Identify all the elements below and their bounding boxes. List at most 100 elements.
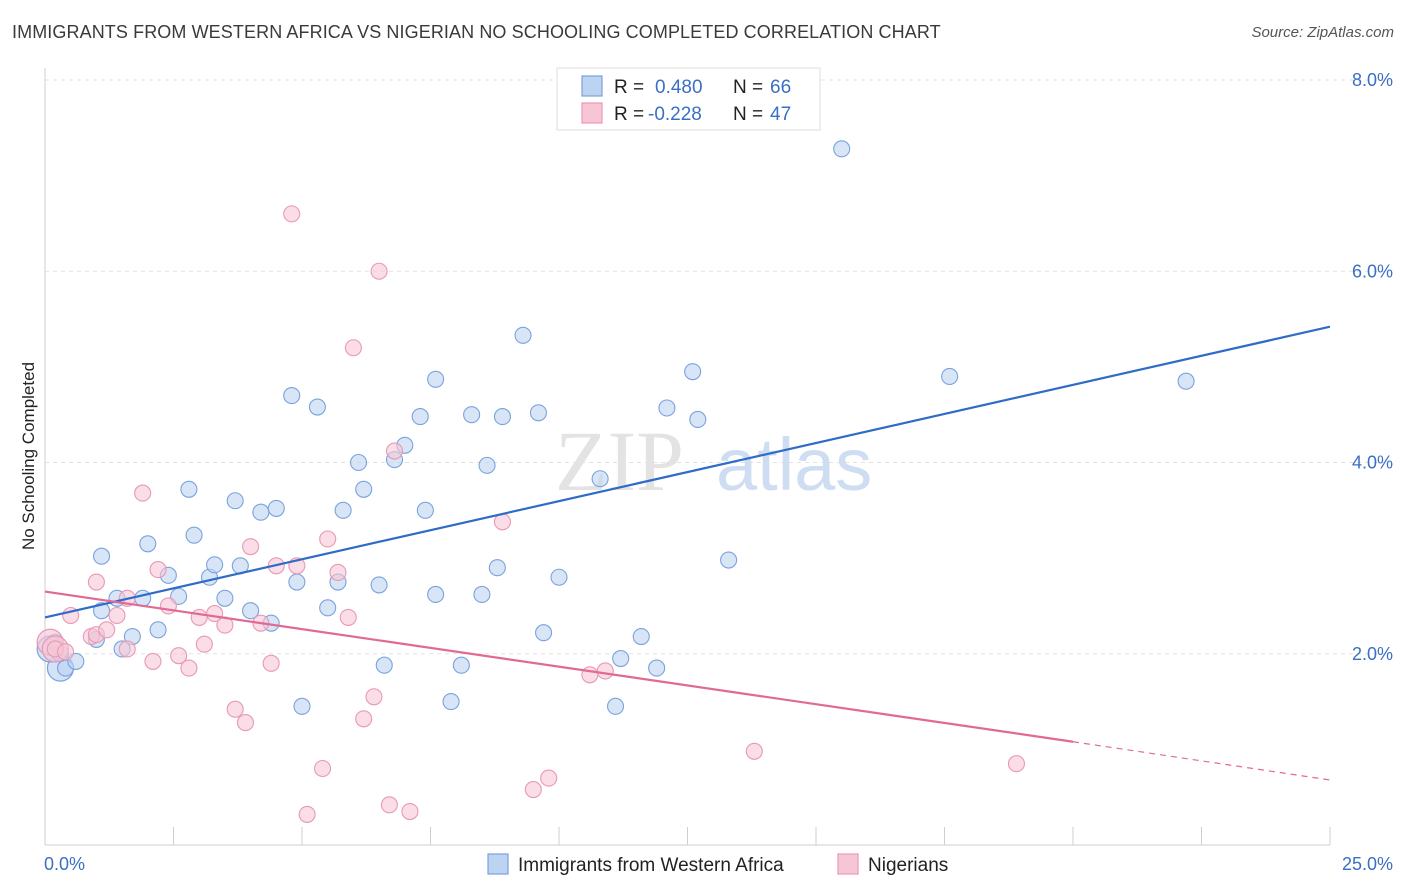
blue-point-14 bbox=[180, 480, 198, 498]
y-axis-title: No Schooling Completed bbox=[19, 362, 38, 550]
blue-point-9 bbox=[134, 589, 152, 607]
pink-point-16 bbox=[190, 608, 208, 626]
pink-point-35 bbox=[365, 688, 383, 706]
pink-point-32 bbox=[339, 608, 357, 626]
series-legend-label-pink: Nigerians bbox=[868, 855, 948, 876]
pink-point-17 bbox=[195, 635, 213, 653]
blue-point-27 bbox=[293, 697, 311, 715]
y-tick-labels: 2.0% 4.0% 6.0% 8.0% bbox=[1352, 70, 1393, 664]
y-tick-label-0: 2.0% bbox=[1352, 644, 1393, 664]
pink-point-14 bbox=[170, 647, 188, 665]
series-legend: Immigrants from Western Africa Nigerians bbox=[487, 853, 948, 876]
legend-r-value-pink: -0.228 bbox=[648, 104, 702, 125]
x-tick-label-max: 25.0% bbox=[1342, 854, 1393, 874]
grid-lines bbox=[45, 79, 1390, 655]
blue-point-62 bbox=[833, 140, 851, 158]
pink-point-28 bbox=[298, 805, 316, 823]
pink-point-7 bbox=[108, 606, 126, 625]
x-tick-label-min: 0.0% bbox=[44, 854, 85, 874]
blue-point-31 bbox=[334, 501, 352, 519]
chart-title: IMMIGRANTS FROM WESTERN AFRICA VS NIGERI… bbox=[12, 22, 941, 42]
blue-point-35 bbox=[375, 656, 393, 674]
blue-point-50 bbox=[529, 404, 547, 422]
blue-point-44 bbox=[463, 406, 481, 424]
pink-point-34 bbox=[355, 710, 373, 728]
pink-point-39 bbox=[401, 802, 419, 821]
pink-point-41 bbox=[524, 780, 542, 799]
blue-point-11 bbox=[149, 621, 167, 639]
blue-point-46 bbox=[478, 456, 496, 474]
series-legend-swatch-pink bbox=[837, 853, 859, 875]
legend-swatch-blue bbox=[581, 75, 603, 97]
series-legend-label-blue: Immigrants from Western Africa bbox=[518, 855, 784, 876]
blue-point-48 bbox=[493, 408, 512, 426]
blue-point-43 bbox=[452, 656, 470, 674]
blue-point-4 bbox=[92, 602, 111, 620]
legend-n-value-pink: 47 bbox=[770, 104, 791, 125]
pink-point-22 bbox=[242, 538, 260, 556]
blue-point-10 bbox=[139, 535, 157, 553]
pink-point-36 bbox=[370, 262, 388, 280]
trend-lines bbox=[44, 325, 1331, 781]
legend-r-label-blue: R = bbox=[614, 77, 644, 98]
blue-point-21 bbox=[242, 602, 260, 620]
pink-point-15 bbox=[180, 659, 198, 677]
blue-point-28 bbox=[308, 398, 326, 416]
blue-point-18 bbox=[216, 589, 234, 607]
blue-point-42 bbox=[442, 693, 460, 711]
legend-n-value-blue: 66 bbox=[770, 77, 791, 98]
trend-line-blue bbox=[44, 325, 1331, 619]
legend-n-label-blue: N = bbox=[733, 77, 763, 98]
watermark: ZIP atlas bbox=[555, 413, 872, 509]
blue-point-51 bbox=[535, 624, 553, 642]
legend-r-value-blue: 0.480 bbox=[655, 77, 703, 98]
blue-point-59 bbox=[684, 363, 702, 381]
blue-point-19 bbox=[226, 492, 244, 510]
blue-point-34 bbox=[370, 576, 388, 594]
pink-point-11 bbox=[144, 652, 162, 670]
pink-point-6 bbox=[98, 621, 116, 639]
legend-n-label-pink: N = bbox=[733, 104, 763, 125]
pink-point-26 bbox=[283, 205, 301, 223]
pink-point-38 bbox=[385, 442, 404, 460]
blue-point-32 bbox=[349, 453, 368, 472]
blue-point-33 bbox=[355, 480, 373, 498]
watermark-zip: ZIP bbox=[555, 413, 684, 509]
blue-point-58 bbox=[658, 399, 676, 417]
pink-point-1 bbox=[57, 643, 75, 661]
trend-line-pink bbox=[44, 590, 1074, 743]
pink-point-37 bbox=[380, 796, 398, 814]
blue-point-24 bbox=[267, 499, 285, 517]
blue-point-54 bbox=[606, 697, 625, 715]
blue-point-63 bbox=[941, 367, 959, 385]
blue-point-39 bbox=[416, 501, 434, 519]
pink-point-10 bbox=[134, 484, 152, 502]
blue-point-29 bbox=[319, 599, 337, 617]
pink-point-21 bbox=[236, 714, 255, 732]
y-tick-label-1: 4.0% bbox=[1352, 453, 1393, 473]
blue-point-64 bbox=[1177, 372, 1195, 390]
y-tick-label-2: 6.0% bbox=[1352, 261, 1393, 281]
series-legend-swatch-blue bbox=[487, 853, 509, 875]
pink-point-43 bbox=[581, 666, 599, 684]
pink-point-29 bbox=[314, 759, 332, 778]
legend-swatch-pink bbox=[581, 102, 603, 124]
pink-point-44 bbox=[596, 662, 614, 680]
blue-point-61 bbox=[720, 551, 738, 569]
blue-point-5 bbox=[92, 547, 111, 565]
pink-point-20 bbox=[226, 700, 244, 718]
pink-point-42 bbox=[540, 769, 558, 787]
data-points bbox=[36, 140, 1195, 823]
blue-point-41 bbox=[427, 585, 445, 604]
pink-point-45 bbox=[745, 742, 763, 760]
blue-point-53 bbox=[591, 470, 609, 488]
pink-point-33 bbox=[344, 339, 362, 357]
pink-point-24 bbox=[262, 654, 280, 672]
blue-point-57 bbox=[648, 659, 666, 677]
trend-line-pink-extension bbox=[1072, 741, 1331, 781]
blue-point-17 bbox=[206, 556, 224, 574]
blue-point-40 bbox=[427, 370, 445, 388]
blue-point-47 bbox=[488, 559, 506, 577]
blue-point-26 bbox=[288, 573, 306, 591]
legend-r-label-pink: R = bbox=[614, 104, 644, 125]
